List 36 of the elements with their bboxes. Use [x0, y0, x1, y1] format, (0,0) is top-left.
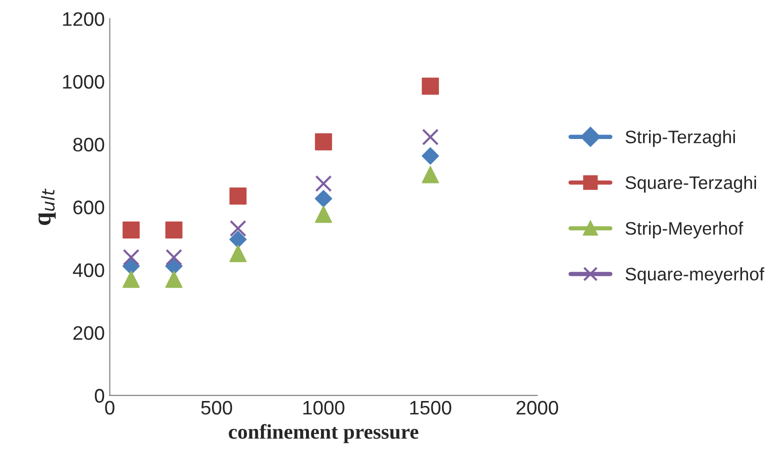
point	[422, 166, 439, 184]
point	[314, 190, 332, 208]
point	[122, 221, 140, 239]
point	[230, 220, 246, 237]
point	[229, 188, 247, 205]
legend-label: Strip-Meyerhof	[626, 222, 744, 238]
point	[229, 245, 247, 262]
point	[165, 221, 182, 239]
point	[166, 248, 182, 266]
point	[315, 175, 332, 192]
x-tick-label: 2000	[516, 400, 558, 415]
legend-label: Strip-Terzaghi	[626, 130, 735, 147]
y-tick-label: 200	[73, 326, 104, 340]
y-tick-label: 1200	[63, 12, 104, 26]
y-axis-title: q$_{ult}$	[38, 188, 56, 225]
point	[314, 133, 332, 150]
y-tick-label: 800	[73, 138, 104, 152]
y-tick-label: 600	[73, 200, 104, 214]
x-tick-label: 1000	[303, 400, 344, 415]
legend-label: Square-meyerhof	[626, 267, 764, 284]
x-axis-title: confinement pressure	[228, 424, 418, 444]
point	[122, 248, 140, 266]
legend-label: Square-Terzaghi	[626, 176, 756, 193]
y-tick-label: 1000	[63, 74, 104, 89]
point	[229, 230, 247, 248]
point	[422, 78, 439, 95]
point	[122, 270, 140, 288]
x-tick-label: 500	[201, 400, 232, 415]
point	[314, 206, 332, 223]
point	[422, 128, 439, 146]
y-tick-label: 400	[72, 263, 104, 278]
x-tick-label: 0	[105, 400, 114, 415]
point	[422, 147, 440, 165]
y-tick-label: 0	[94, 388, 104, 403]
point	[165, 270, 182, 288]
x-tick-label: 1500	[410, 400, 452, 415]
